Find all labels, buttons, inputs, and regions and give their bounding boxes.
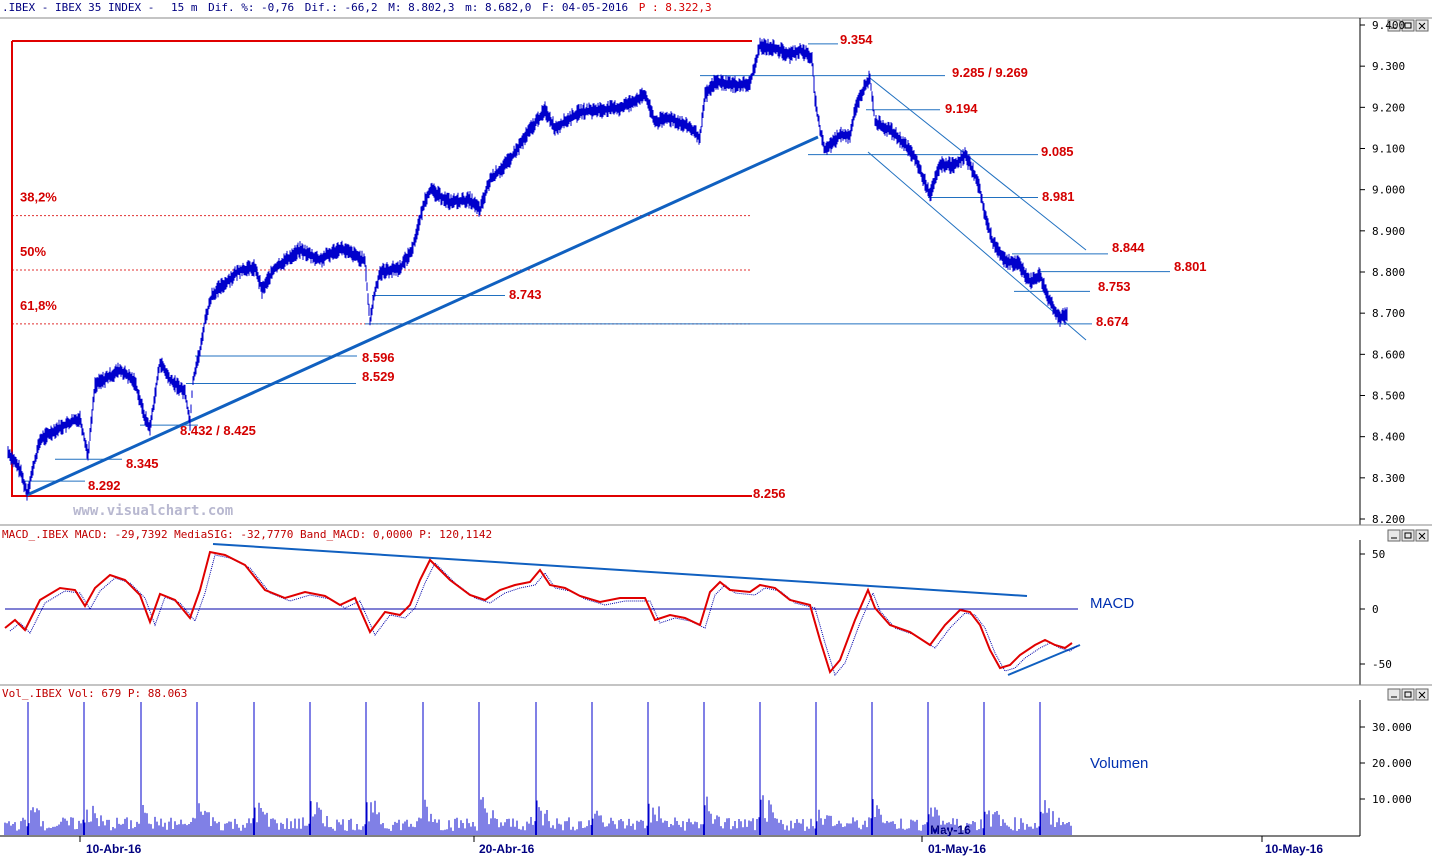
macd-tick-label: 0 xyxy=(1372,603,1379,616)
price-level-label: 8.529 xyxy=(362,369,395,384)
price-level-label: 8.743 xyxy=(509,287,542,302)
volume-header: Vol_.IBEX Vol: 679 P: 88.063 xyxy=(2,687,187,700)
macd-header: MACD_.IBEX MACD: -29,7392 MediaSIG: -32,… xyxy=(2,528,492,541)
support-resistance-lines xyxy=(22,43,1170,497)
volume-tick-label: 10.000 xyxy=(1372,793,1412,806)
time-tick-label: 01-May-16 xyxy=(928,842,986,856)
volume-bars xyxy=(4,702,1072,835)
price-tick-label: 9.000 xyxy=(1372,184,1405,197)
time-inline-label: May-16 xyxy=(930,823,971,837)
price-level-label: 8.292 xyxy=(88,478,121,493)
price-tick-label: 8.700 xyxy=(1372,307,1405,320)
price-tick-label: 8.200 xyxy=(1372,513,1405,526)
volume-pane: 30.000 20.000 10.000 xyxy=(4,702,1412,835)
price-tick-label: 8.300 xyxy=(1372,472,1405,485)
maximize-button[interactable] xyxy=(1401,688,1415,701)
trend-line xyxy=(26,135,819,497)
volume-tick-label: 20.000 xyxy=(1372,757,1412,770)
time-tick-label: 10-Abr-16 xyxy=(86,842,142,856)
macd-pane-controls[interactable] xyxy=(1387,529,1429,542)
price-level-label: 9.085 xyxy=(1041,144,1074,159)
macd-pane: 50 0 -50 xyxy=(4,543,1392,677)
price-level-label: 8.844 xyxy=(1112,240,1145,255)
fib-level-label: 38,2% xyxy=(20,190,57,205)
watermark: www.visualchart.com xyxy=(73,503,233,519)
time-tick-label: 10-May-16 xyxy=(1265,842,1323,856)
price-level-label: 8.345 xyxy=(126,456,159,471)
fib-level-label: 61,8% xyxy=(20,298,57,313)
price-level-label: 8.256 xyxy=(753,486,786,501)
fib-level-label: 50% xyxy=(20,244,46,259)
price-tick-label: 8.500 xyxy=(1372,390,1405,403)
price-tick-label: 8.600 xyxy=(1372,348,1405,361)
maximize-button[interactable] xyxy=(1401,19,1415,32)
macd-tick-label: -50 xyxy=(1372,658,1392,671)
price-header: .IBEX - IBEX 35 INDEX - 15 m Dif. %: -0,… xyxy=(2,1,712,14)
price-level-label: 8.981 xyxy=(1042,189,1075,204)
price-tick-label: 9.100 xyxy=(1372,143,1405,156)
price-series xyxy=(7,37,1068,501)
time-tick-label: 20-Abr-16 xyxy=(479,842,535,856)
volume-title: Volumen xyxy=(1090,755,1148,772)
maximize-button[interactable] xyxy=(1401,529,1415,542)
retracement-frame-line xyxy=(11,40,752,497)
fibonacci-levels: 38,2% 50% 61,8% xyxy=(12,190,752,325)
minimize-button[interactable] xyxy=(1387,19,1401,32)
volume-pane-controls[interactable] xyxy=(1387,688,1429,701)
price-pane-controls[interactable] xyxy=(1387,19,1429,32)
price-level-label: 8.596 xyxy=(362,350,395,365)
price-level-label: 8.674 xyxy=(1096,314,1129,329)
price-tick-label: 9.200 xyxy=(1372,101,1405,114)
price-level-label: 8.432 / 8.425 xyxy=(180,423,256,438)
macd-line xyxy=(4,550,1073,675)
price-level-labels: 9.354 9.285 / 9.269 9.194 9.085 8.981 8.844 8.… xyxy=(88,32,1207,501)
price-level-label: 9.194 xyxy=(945,101,978,116)
channel-upper-line xyxy=(869,77,1087,251)
channel-lower-line xyxy=(867,151,1087,341)
price-tick-label: 8.800 xyxy=(1372,266,1405,279)
price-tick-label: 8.900 xyxy=(1372,225,1405,238)
macd-title: MACD xyxy=(1090,595,1134,612)
price-level-label: 8.753 xyxy=(1098,279,1131,294)
price-tick-label: 8.400 xyxy=(1372,431,1405,444)
price-axis: 9.400 9.300 9.200 9.100 9.000 8.900 8.800 8.700… xyxy=(1360,19,1405,526)
macd-signal-line xyxy=(9,554,1078,677)
volume-tick-label: 30.000 xyxy=(1372,721,1412,734)
macd-trend-line xyxy=(212,543,1028,597)
price-tick-label: 9.400 xyxy=(1372,19,1405,32)
price-level-label: 8.801 xyxy=(1174,259,1207,274)
macd-support-line xyxy=(1007,644,1081,676)
retracement-frame xyxy=(11,40,752,497)
minimize-button[interactable] xyxy=(1387,688,1401,701)
price-level-label: 9.354 xyxy=(840,32,873,47)
macd-tick-label: 50 xyxy=(1372,548,1385,561)
time-axis: 10-Abr-16 20-Abr-16 01-May-16 10-May-16 May-… xyxy=(79,823,1323,856)
minimize-button[interactable] xyxy=(1387,529,1401,542)
price-level-label: 9.285 / 9.269 xyxy=(952,65,1028,80)
price-tick-label: 9.300 xyxy=(1372,60,1405,73)
price-bars xyxy=(7,37,1068,501)
